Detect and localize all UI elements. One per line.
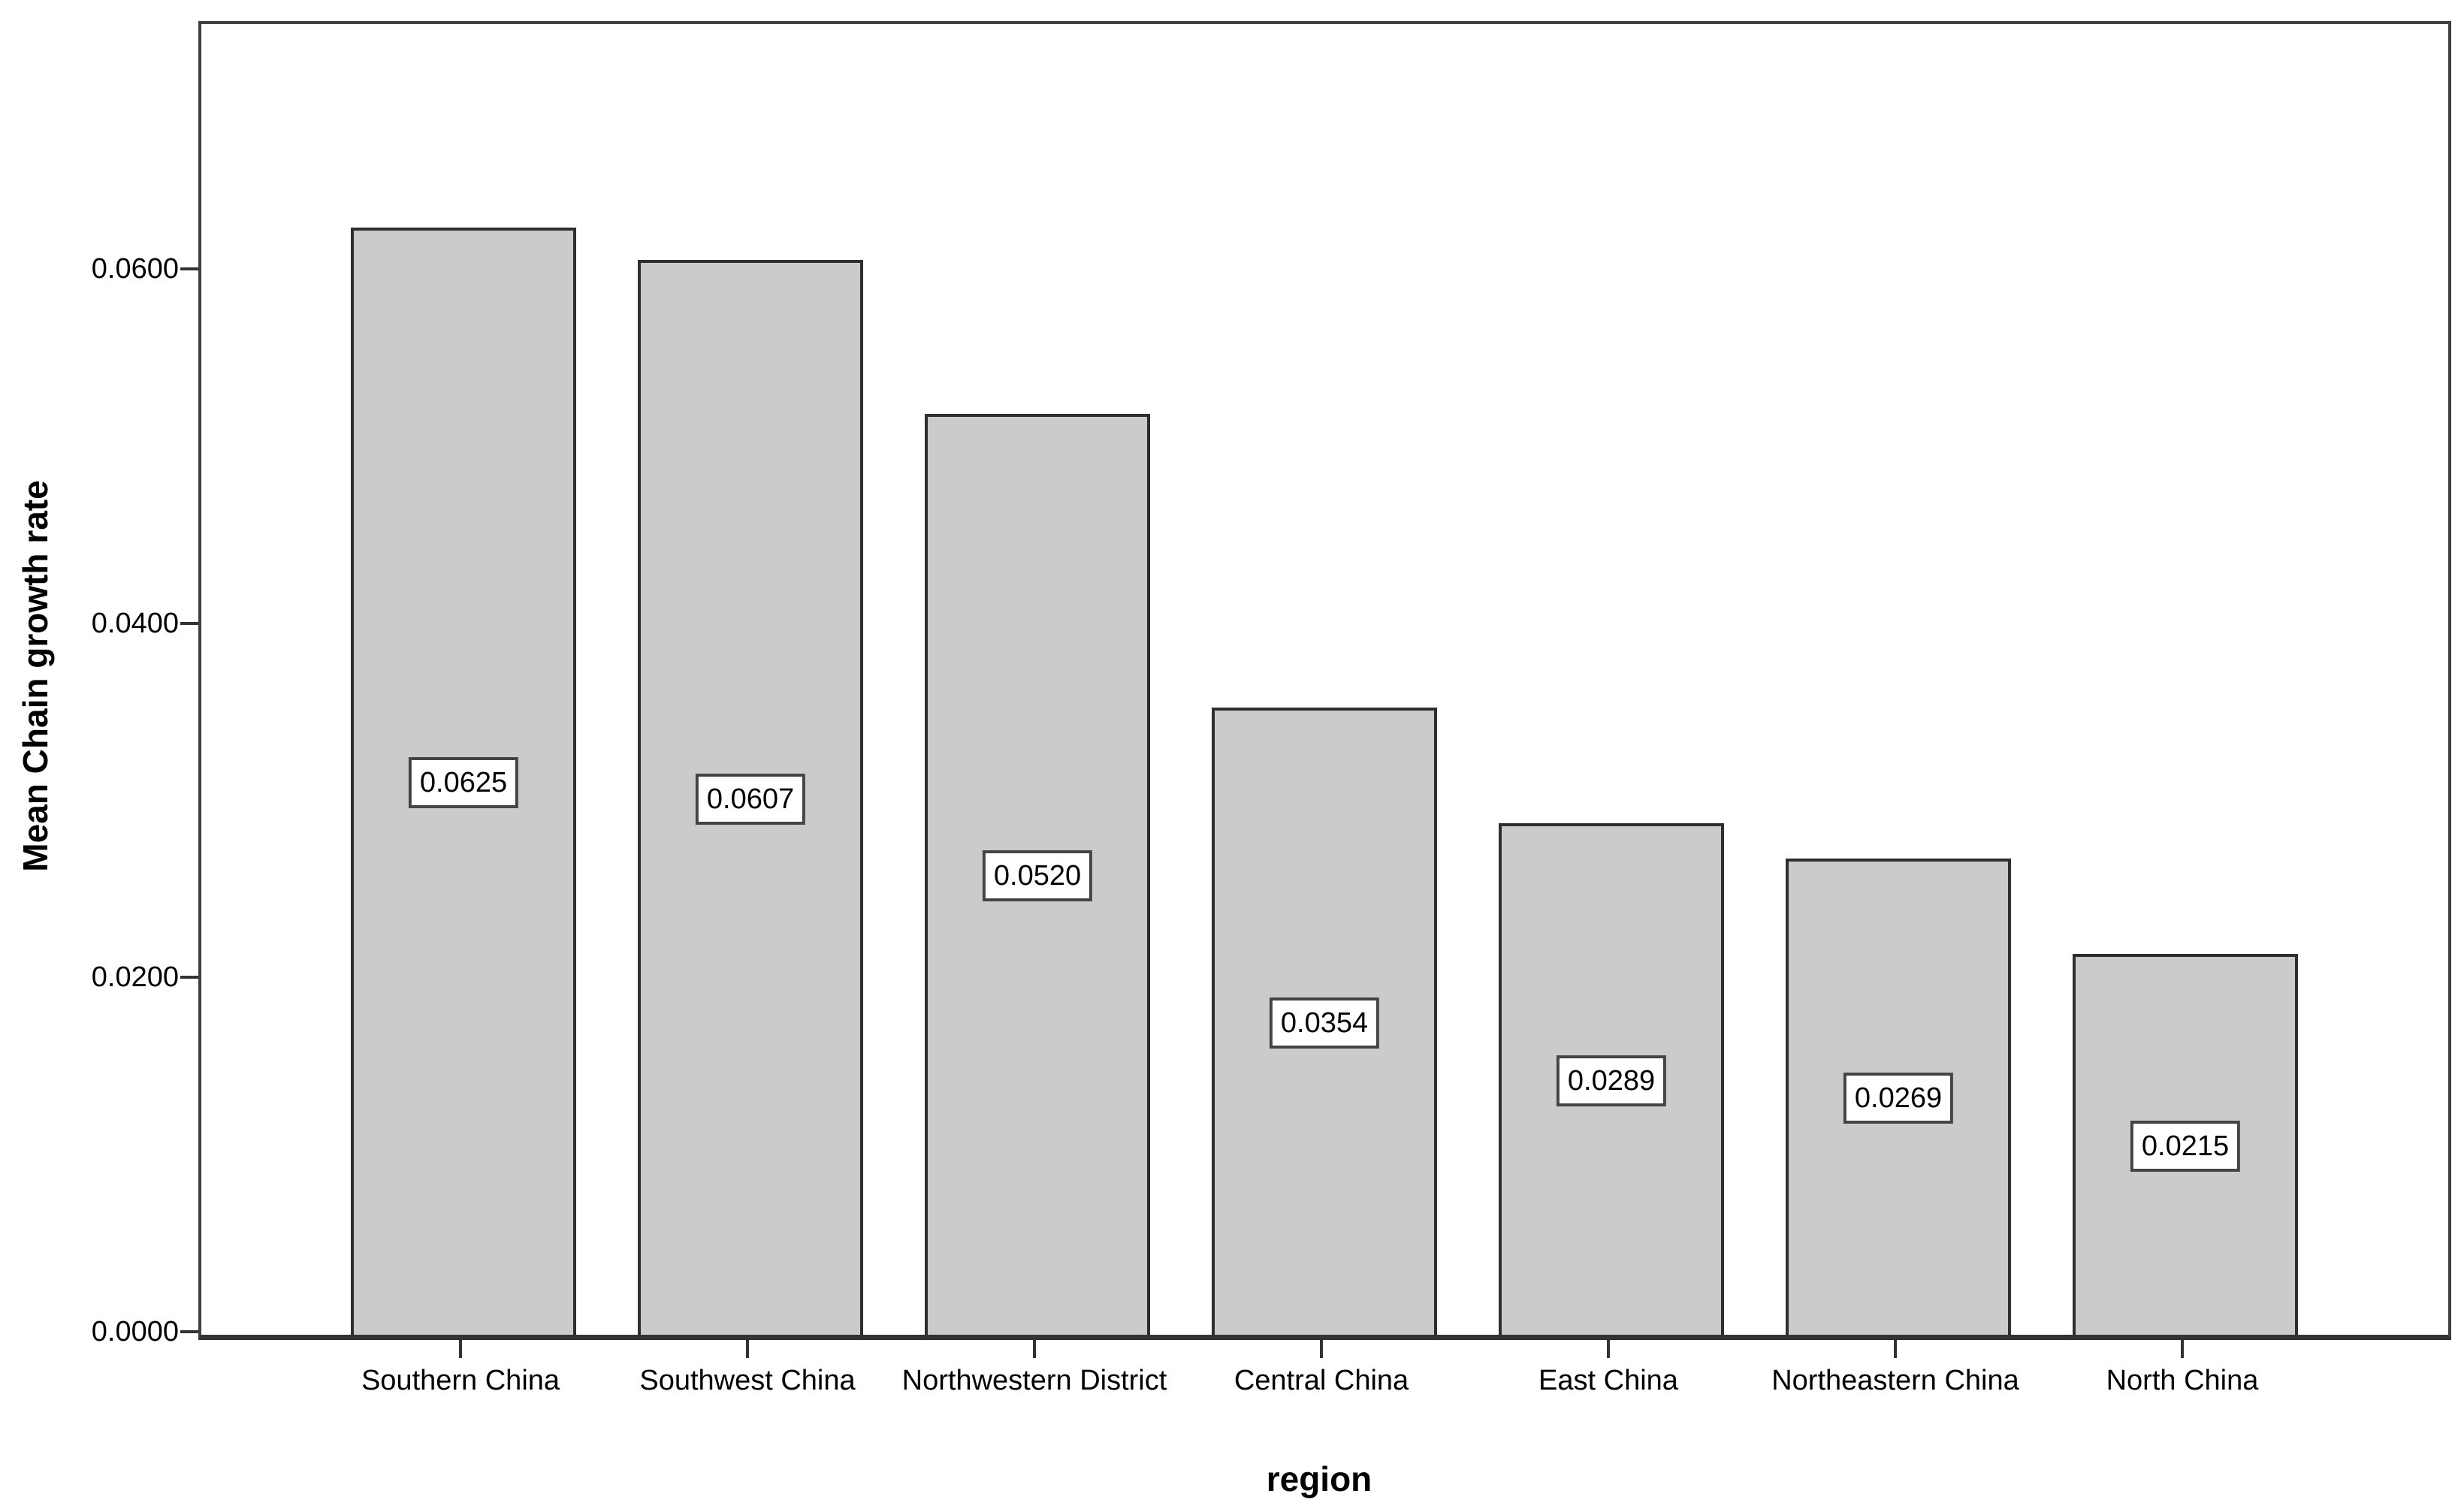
bar-1: 0.0607: [638, 260, 863, 1335]
bar-value-label: 0.0520: [982, 850, 1093, 901]
y-tick: [180, 621, 198, 625]
y-tick-label: 0.0400: [91, 607, 179, 639]
y-tick-label: 0.0000: [91, 1316, 179, 1348]
y-axis-title: Mean Chain growth rate: [16, 480, 55, 872]
bar-4: 0.0289: [1499, 823, 1724, 1335]
x-tick: [2181, 1337, 2184, 1358]
bar-3: 0.0354: [1212, 708, 1437, 1335]
bar-6: 0.0215: [2073, 954, 2298, 1335]
category-label: Southern China: [361, 1365, 560, 1396]
category-label: Northeastern China: [1771, 1365, 2019, 1396]
category-label: Central China: [1234, 1365, 1409, 1396]
y-tick-label: 0.0200: [91, 961, 179, 994]
category-label: North China: [2106, 1365, 2259, 1396]
bar-2: 0.0520: [925, 414, 1150, 1335]
y-tick: [180, 976, 198, 979]
category-label: East China: [1538, 1365, 1678, 1396]
x-tick: [1033, 1337, 1036, 1358]
category-label: Northwestern District: [901, 1365, 1167, 1396]
x-tick: [1894, 1337, 1897, 1358]
x-tick: [1320, 1337, 1323, 1358]
x-tick: [746, 1337, 749, 1358]
bar-value-label: 0.0215: [2130, 1120, 2241, 1172]
x-tick: [1607, 1337, 1610, 1358]
bar-value-label: 0.0269: [1843, 1073, 1954, 1124]
x-tick: [459, 1337, 462, 1358]
category-label: Southwest China: [639, 1365, 856, 1396]
bar-0: 0.0625: [351, 228, 576, 1335]
bar-value-label: 0.0289: [1556, 1055, 1667, 1106]
bar-5: 0.0269: [1786, 859, 2011, 1335]
x-axis-title: region: [1266, 1459, 1372, 1498]
y-tick-label: 0.0600: [91, 253, 179, 285]
y-tick: [180, 1330, 198, 1333]
bar-value-label: 0.0607: [695, 773, 806, 825]
bar-value-label: 0.0354: [1269, 997, 1380, 1049]
y-tick: [180, 267, 198, 271]
bar-value-label: 0.0625: [408, 757, 519, 808]
plot-area: 0.0625 0.0607 0.0520 0.0354 0.0289 0.0269 0.02…: [198, 21, 2451, 1340]
